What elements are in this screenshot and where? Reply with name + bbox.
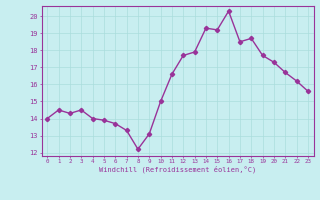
X-axis label: Windchill (Refroidissement éolien,°C): Windchill (Refroidissement éolien,°C) [99, 166, 256, 173]
